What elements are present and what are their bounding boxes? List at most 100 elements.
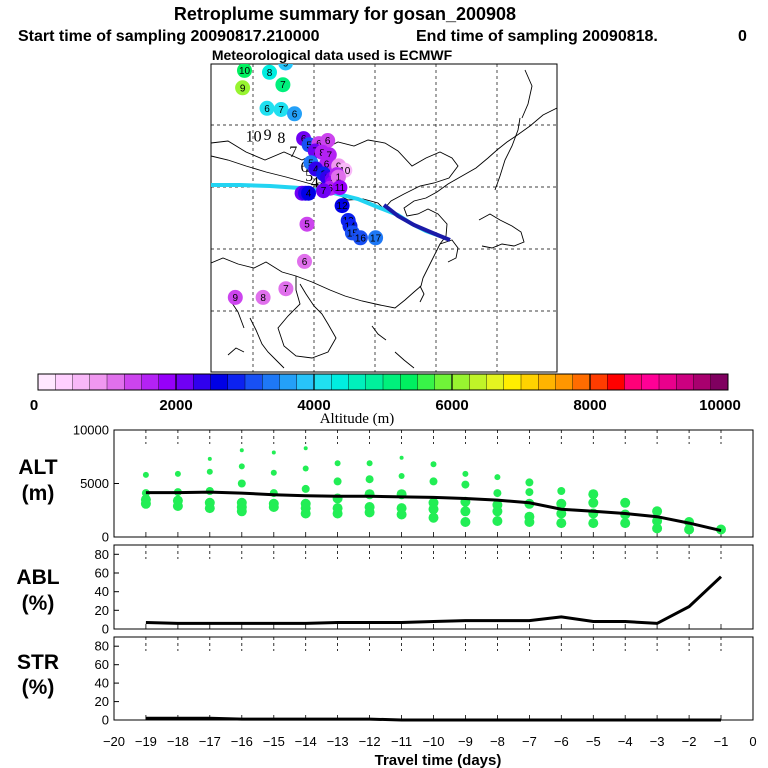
time-series-panels: ALT(m)1000050000ABL(%)806040200STR(%)806… [16, 423, 754, 728]
altitude-scatter-point [556, 518, 567, 529]
colorbar-cell [607, 373, 625, 391]
x-tick-label: −10 [422, 734, 444, 749]
altitude-scatter-point [557, 487, 566, 495]
panel-alt: ALT (m) 10000 5000 0 [18, 423, 754, 545]
cluster-marker: 7 [278, 281, 294, 297]
cluster-marker: 6 [287, 106, 302, 122]
altitude-scatter-point [429, 477, 438, 486]
altitude-scatter-point [652, 506, 663, 517]
altitude-scatter-point [460, 517, 471, 527]
altitude-scatter-point [398, 473, 405, 479]
y-tick-label: 80 [95, 547, 109, 562]
trajectory-day-label: 4 [311, 175, 319, 192]
altitude-scatter-point [588, 489, 599, 500]
cluster-marker: 16 [352, 230, 368, 246]
x-tick-label: −13 [327, 734, 349, 749]
colorbar-cell [451, 373, 470, 391]
colorbar-cell [244, 373, 263, 391]
colorbar-cell [55, 373, 73, 391]
colorbar-cell [158, 373, 177, 391]
colorbar-cell [710, 373, 729, 391]
y-tick-label: 20 [95, 694, 109, 709]
colorbar-cell [106, 373, 125, 391]
colorbar-cell [227, 373, 246, 391]
altitude-scatter-point [142, 471, 149, 478]
cluster-dot [278, 281, 294, 297]
cluster-marker: 4 [301, 185, 316, 201]
cluster-day-label: 4 [306, 189, 312, 200]
cluster-day-label: 9 [240, 83, 246, 94]
series-line [145, 490, 722, 533]
altitude-scatter-point [334, 460, 341, 467]
colorbar-cell [279, 373, 298, 391]
y-tick-label: 80 [95, 639, 109, 654]
colorbar-cell [503, 373, 522, 391]
colorbar-cell [624, 373, 643, 391]
x-tick-label: −12 [359, 734, 381, 749]
colorbar-cell [37, 373, 56, 391]
colorbar-cell [469, 373, 487, 391]
cluster-day-label: 4 [313, 165, 319, 176]
cluster-dot [235, 80, 251, 96]
altitude-scatter-point [588, 497, 599, 508]
y-tick-label: 20 [95, 603, 109, 618]
series-line [145, 575, 723, 625]
x-tick-label: −20 [103, 734, 125, 749]
altitude-scatter-point [430, 461, 437, 468]
cluster-day-label: 11 [335, 183, 346, 194]
altitude-scatter-point [206, 468, 213, 475]
cluster-day-label: 6 [325, 136, 331, 147]
colorbar-cell [589, 373, 608, 391]
y-tick-label: 10000 [73, 423, 109, 438]
cluster-marker: 5 [299, 216, 315, 232]
cluster-dot [301, 185, 316, 201]
colorbar-tick-8000: 8000 [573, 397, 606, 414]
cluster-day-label: 9 [233, 293, 239, 304]
panel-unit: (m) [22, 482, 55, 505]
colorbar-tick-10000: 10000 [699, 397, 741, 414]
colorbar-cell [382, 373, 401, 391]
cluster-dot [316, 183, 331, 199]
cluster-day-label: 12 [337, 201, 349, 212]
colorbar-cell [641, 373, 660, 391]
travel-time-axis: Travel time (days) −20 −19 −18 −17 −16 −15 −14… [103, 734, 757, 768]
x-tick-label: −2 [682, 734, 697, 749]
altitude-scatter-point [494, 474, 501, 481]
cluster-dot [227, 289, 243, 305]
cluster-marker: 7 [316, 183, 331, 199]
altitude-scatter-point [332, 508, 343, 519]
cluster-marker: 10 [237, 64, 252, 78]
cluster-dot [278, 64, 294, 71]
altitude-scatter-point [238, 463, 245, 470]
y-tick-label: 60 [95, 566, 109, 581]
cluster-marker: 7 [273, 102, 289, 117]
colorbar-cell [658, 373, 677, 391]
colorbar-cell [520, 373, 539, 391]
y-tick-label: 40 [95, 676, 109, 691]
x-tick-label: −19 [135, 734, 157, 749]
colorbar-cell [331, 373, 349, 391]
altitude-scatter-point [300, 508, 311, 519]
colorbar-tick-4000: 4000 [297, 397, 330, 414]
altitude-scatter-point [237, 479, 246, 488]
altitude-scatter-point [684, 524, 695, 535]
cluster-day-label: 5 [306, 140, 312, 151]
cluster-day-label: 10 [239, 66, 251, 77]
cluster-dot [368, 230, 384, 246]
cluster-dot [320, 133, 336, 148]
cluster-day-label: 15 [347, 228, 359, 239]
cluster-day-label: 7 [321, 186, 327, 197]
panel-label: ALT [18, 456, 57, 479]
altitude-scatter-point [302, 465, 309, 472]
cluster-dot [255, 289, 271, 305]
colorbar-cell [141, 373, 160, 391]
altitude-scatter-point [428, 512, 439, 523]
cluster-dot [259, 100, 275, 116]
x-tick-label: −11 [391, 734, 412, 749]
panel-abl: ABL (%) 80 60 40 20 0 [16, 544, 754, 637]
colorbar-cell [572, 373, 591, 391]
colorbar-cell [434, 373, 453, 391]
altitude-scatter-point [301, 484, 310, 493]
y-tick-label: 60 [95, 657, 109, 672]
